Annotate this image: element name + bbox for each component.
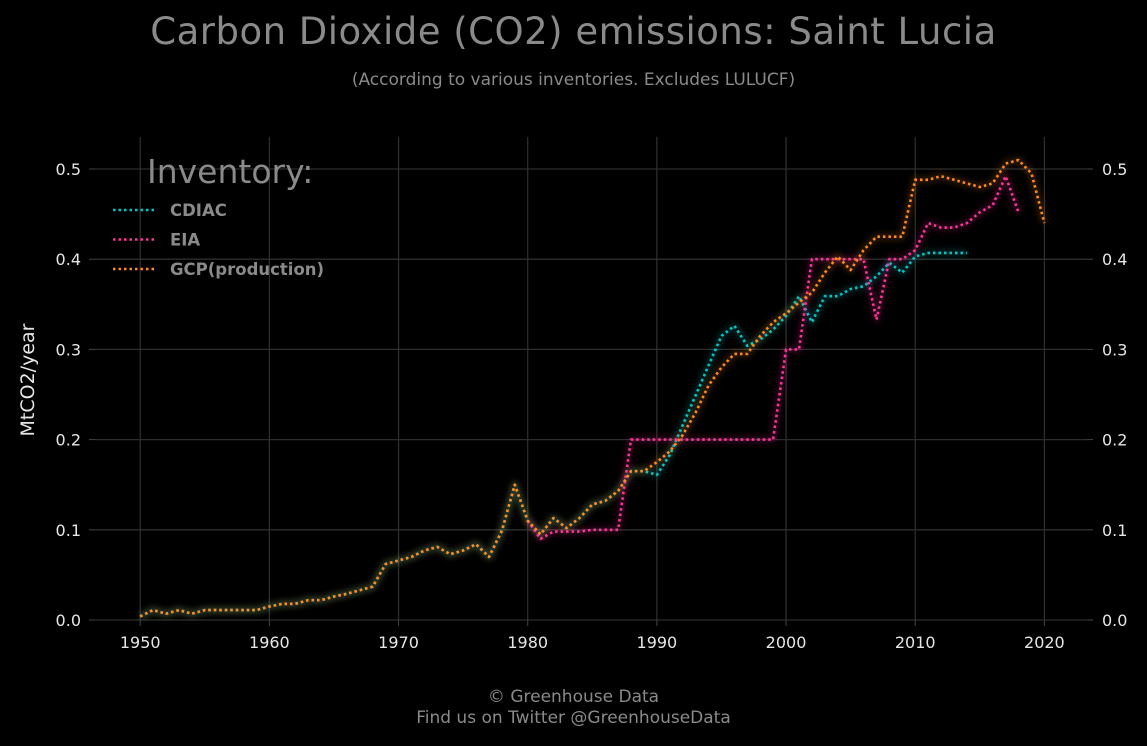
legend-label: GCP(production) (170, 260, 324, 279)
series-layer (138, 156, 1048, 620)
axes: 0.0 0.0 0.1 0.1 0.2 0.2 0.3 0.3 0.4 0.4 0.5 0.5 1950… (56, 160, 1128, 652)
footer-twitter: Find us on Twitter @GreenhouseData (416, 708, 731, 728)
y-tick-label-right: 0.3 (1102, 340, 1127, 359)
x-tick-label: 1960 (249, 633, 290, 652)
y-tick-label: 0.0 (56, 611, 81, 630)
y-tick-label-right: 0.5 (1102, 160, 1127, 179)
legend-label: CDIAC (170, 201, 227, 220)
chart-title: Carbon Dioxide (CO2) emissions: Saint Lu… (150, 10, 997, 53)
y-axis-label: MtCO2/year (17, 323, 39, 436)
y-tick-label: 0.2 (56, 431, 81, 450)
series-glow (524, 172, 1022, 543)
x-tick-label: 2000 (766, 633, 807, 652)
legend-label: EIA (170, 231, 200, 250)
x-tick-label: 1990 (637, 633, 678, 652)
y-tick-label-right: 0.4 (1102, 250, 1127, 269)
x-tick-label: 1980 (507, 633, 548, 652)
series-line (139, 158, 1046, 618)
legend-title: Inventory: (147, 152, 313, 191)
y-tick-label-right: 0.1 (1102, 521, 1127, 540)
chart-subtitle: (According to various inventories. Exclu… (351, 70, 796, 90)
series-glow (138, 156, 1048, 620)
y-tick-label: 0.4 (56, 250, 81, 269)
x-tick-label: 2010 (895, 633, 936, 652)
series-line (139, 251, 967, 618)
x-tick-label: 1970 (378, 633, 419, 652)
y-tick-label-right: 0.2 (1102, 431, 1127, 450)
series-eia (524, 172, 1022, 543)
footer: © Greenhouse Data Find us on Twitter @Gr… (0, 687, 1147, 729)
y-tick-label: 0.1 (56, 521, 81, 540)
grid (95, 137, 1087, 621)
x-tick-label: 1950 (120, 633, 161, 652)
series-glow (138, 249, 967, 620)
series-gcp-production (138, 156, 1048, 620)
y-tick-label: 0.5 (56, 160, 81, 179)
x-tick-label: 2020 (1024, 633, 1065, 652)
footer-copyright: © Greenhouse Data (487, 687, 660, 707)
y-tick-label-right: 0.0 (1102, 611, 1127, 630)
series-cdiac (138, 249, 967, 620)
legend: Inventory: CDIAC EIA GCP(production) (113, 152, 324, 279)
y-tick-label: 0.3 (56, 340, 81, 359)
